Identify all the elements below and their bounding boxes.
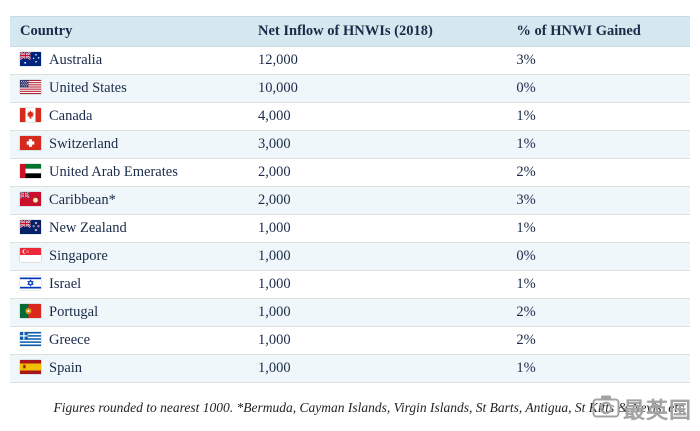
country-name: New Zealand <box>49 220 127 236</box>
header-pct-gained: % of HNWI Gained <box>506 16 690 47</box>
inflow-value: 1,000 <box>248 354 507 383</box>
country-cell: Greece <box>10 326 248 355</box>
country-name: Spain <box>49 360 83 376</box>
country-cell: Australia <box>10 46 248 75</box>
inflow-value: 1,000 <box>248 214 507 243</box>
country-cell: Caribbean* <box>10 186 248 215</box>
inflow-value: 2,000 <box>248 158 507 187</box>
pct-value: 2% <box>506 326 690 355</box>
pct-value: 1% <box>506 214 690 243</box>
pct-value: 0% <box>506 74 690 103</box>
pct-value: 3% <box>506 46 690 75</box>
country-name: Switzerland <box>49 136 119 152</box>
pct-value: 1% <box>506 102 690 131</box>
country-cell: Israel <box>10 270 248 299</box>
pct-value: 0% <box>506 242 690 271</box>
country-cell: Singapore <box>10 242 248 271</box>
table-body: Australia 12,000 3% United States 10,000 0% Ca… <box>10 46 690 383</box>
country-cell: Spain <box>10 354 248 383</box>
table-row: Australia 12,000 3% <box>10 46 690 75</box>
country-name: United States <box>49 80 127 96</box>
inflow-value: 1,000 <box>248 242 507 271</box>
country-cell: New Zealand <box>10 214 248 243</box>
country-name: United Arab Emerates <box>49 164 178 180</box>
flag-uae-icon <box>20 164 41 178</box>
table-row: Portugal 1,000 2% <box>10 298 690 327</box>
flag-caribbean-icon <box>20 192 41 206</box>
header-net-inflow: Net Inflow of HNWIs (2018) <box>248 16 507 47</box>
footnote: Figures rounded to nearest 1000. *Bermud… <box>53 400 684 415</box>
flag-australia-icon <box>20 52 41 66</box>
table-row: New Zealand 1,000 1% <box>10 214 690 243</box>
country-name: Greece <box>49 332 91 348</box>
hnwi-table: Country Net Inflow of HNWIs (2018) % of … <box>10 16 690 383</box>
country-name: Caribbean* <box>49 192 116 208</box>
table-row: Greece 1,000 2% <box>10 326 690 355</box>
flag-canada-icon <box>20 108 41 122</box>
inflow-value: 1,000 <box>248 298 507 327</box>
inflow-value: 1,000 <box>248 326 507 355</box>
country-cell: United States <box>10 74 248 103</box>
country-cell: United Arab Emerates <box>10 158 248 187</box>
flag-spain-icon <box>20 360 41 374</box>
flag-israel-icon <box>20 276 41 290</box>
inflow-value: 1,000 <box>248 270 507 299</box>
country-cell: Switzerland <box>10 130 248 159</box>
header-row: Country Net Inflow of HNWIs (2018) % of … <box>10 16 690 47</box>
flag-switzerland-icon <box>20 136 41 150</box>
pct-value: 1% <box>506 354 690 383</box>
inflow-value: 2,000 <box>248 186 507 215</box>
table-row: United Arab Emerates 2,000 2% <box>10 158 690 187</box>
inflow-value: 4,000 <box>248 102 507 131</box>
country-name: Singapore <box>49 248 108 264</box>
country-name: Australia <box>49 52 103 68</box>
pct-value: 1% <box>506 270 690 299</box>
table-row: Caribbean* 2,000 3% <box>10 186 690 215</box>
inflow-value: 10,000 <box>248 74 507 103</box>
country-name: Portugal <box>49 304 99 320</box>
pct-value: 2% <box>506 158 690 187</box>
table-row: Singapore 1,000 0% <box>10 242 690 271</box>
inflow-value: 3,000 <box>248 130 507 159</box>
flag-greece-icon <box>20 332 41 346</box>
country-name: Canada <box>49 108 93 124</box>
header-country: Country <box>10 16 248 47</box>
pct-value: 2% <box>506 298 690 327</box>
inflow-value: 12,000 <box>248 46 507 75</box>
pct-value: 1% <box>506 130 690 159</box>
table-row: Spain 1,000 1% <box>10 354 690 383</box>
country-cell: Canada <box>10 102 248 131</box>
table-row: Switzerland 3,000 1% <box>10 130 690 159</box>
pct-value: 3% <box>506 186 690 215</box>
country-name: Israel <box>49 276 82 292</box>
flag-us-icon <box>20 80 41 94</box>
flag-newzealand-icon <box>20 220 41 234</box>
country-cell: Portugal <box>10 298 248 327</box>
table-row: Israel 1,000 1% <box>10 270 690 299</box>
flag-singapore-icon <box>20 248 41 262</box>
table-row: Canada 4,000 1% <box>10 102 690 131</box>
table-row: United States 10,000 0% <box>10 74 690 103</box>
flag-portugal-icon <box>20 304 41 318</box>
